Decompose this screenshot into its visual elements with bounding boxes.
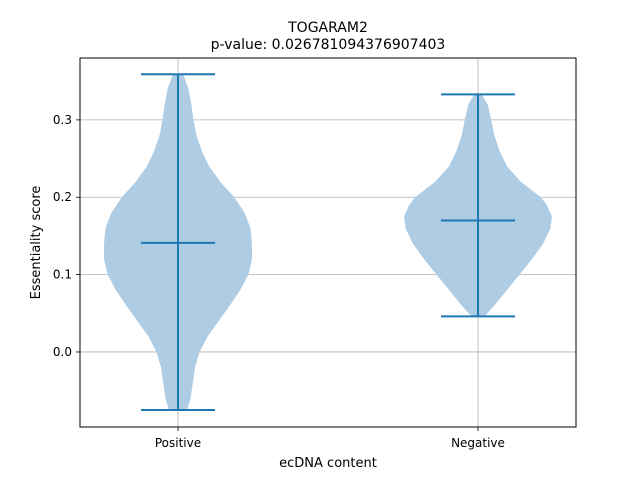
violins [104, 73, 552, 411]
y-tick-label: 0.0 [53, 345, 72, 359]
y-tick-label: 0.3 [53, 113, 72, 127]
plot-frame [79, 57, 577, 428]
x-tick-label: Positive [155, 436, 201, 450]
y-tick-label: 0.2 [53, 190, 72, 204]
y-tick-label: 0.1 [53, 268, 72, 282]
x-axis-label: ecDNA content [279, 456, 377, 471]
chart-subtitle: p-value: 0.026781094376907403 [211, 37, 446, 53]
y-axis-label: Essentiality score [29, 186, 44, 300]
chart-title: TOGARAM2 [287, 20, 368, 36]
axes: 0.0 0.1 0.2 0.3 Positive Negative [53, 113, 505, 450]
x-tick-label: Negative [451, 436, 505, 450]
